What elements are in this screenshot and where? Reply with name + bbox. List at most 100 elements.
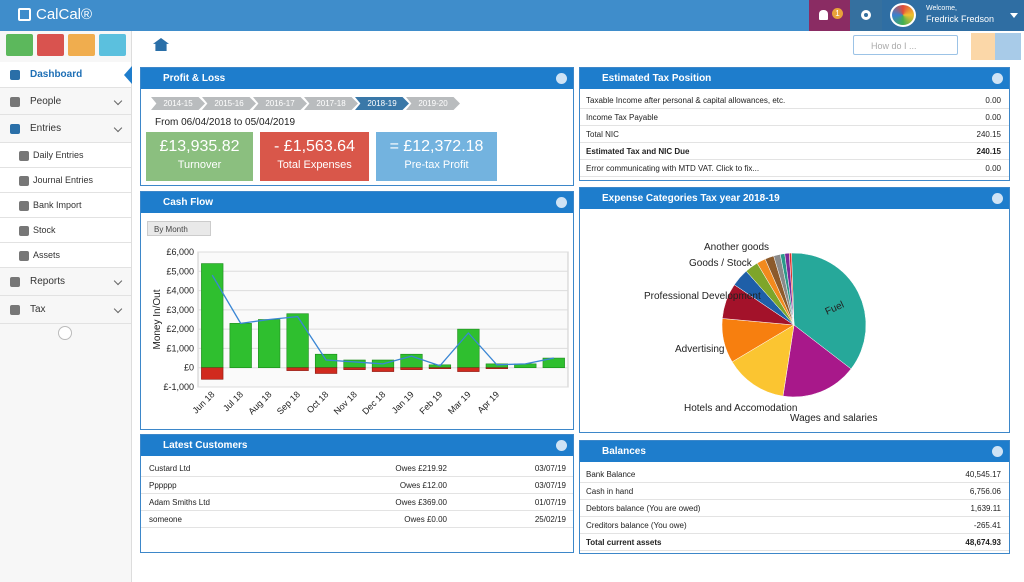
bar xyxy=(258,319,281,369)
menu-label: Journal Entries xyxy=(33,174,94,185)
panel-title: Estimated Tax Position xyxy=(602,73,712,84)
cell-label: Error communicating with MTD VAT. Click … xyxy=(586,164,760,173)
quick-button[interactable] xyxy=(6,34,33,56)
y-tick-label: £-1,000 xyxy=(163,382,194,392)
menu-item[interactable]: Tax xyxy=(0,296,131,324)
search-box[interactable]: How do I ... xyxy=(853,35,958,55)
panel-header: Balances xyxy=(580,441,1009,462)
cell-owes: Owes £369.00 xyxy=(395,498,447,507)
menu-item[interactable]: Entries xyxy=(0,115,131,143)
year-tab[interactable]: 2018-19 xyxy=(355,97,409,110)
help-icon[interactable] xyxy=(992,73,1003,84)
table-row: Debtors balance (You are owed) 1,639.11 xyxy=(580,500,1009,517)
help-icon[interactable] xyxy=(556,197,567,208)
user-menu[interactable]: Welcome, Fredrick Fredson xyxy=(882,0,1024,31)
bell-icon xyxy=(819,10,828,20)
top-bar: CalCal® 1 Welcome, Fredrick Fredson xyxy=(0,0,1024,31)
table-row: Pppppp Owes £12.00 03/07/19 xyxy=(141,477,573,494)
quick-button[interactable] xyxy=(68,34,95,56)
collapse-button[interactable] xyxy=(58,326,72,340)
menu-item[interactable]: People xyxy=(0,88,131,115)
slice-label: Professional Development xyxy=(644,291,761,302)
menu-label: Dashboard xyxy=(30,69,83,80)
help-icon[interactable] xyxy=(556,73,567,84)
sidebar: Dashboard People Entries Daily Entries Journ… xyxy=(0,31,132,582)
panel-title: Profit & Loss xyxy=(163,73,226,84)
panel-header: Latest Customers xyxy=(141,435,573,456)
gear-icon xyxy=(861,10,871,20)
balances-panel: Balances Bank Balance 40,545.17 Cash in ha… xyxy=(579,440,1010,554)
menu-item[interactable]: Reports xyxy=(0,268,131,296)
cell-value: 40,545.17 xyxy=(965,470,1001,479)
cell-owes: Owes £0.00 xyxy=(404,515,447,524)
menu-item[interactable]: Bank Import xyxy=(0,193,131,218)
brand[interactable]: CalCal® xyxy=(36,6,93,23)
bar xyxy=(457,367,480,372)
year-tab[interactable]: 2019-20 xyxy=(406,97,460,110)
chevron xyxy=(113,304,123,314)
cell-value: 0.00 xyxy=(985,113,1001,122)
table-row: Income Tax Payable 0.00 xyxy=(580,109,1009,126)
card-label: Turnover xyxy=(177,159,222,171)
cell-value: 0.00 xyxy=(985,96,1001,105)
notifications[interactable]: 1 xyxy=(809,0,850,31)
quick-button[interactable] xyxy=(99,34,126,56)
help-button[interactable] xyxy=(995,33,1021,60)
help-icon[interactable] xyxy=(992,446,1003,457)
welcome: Welcome, xyxy=(926,5,957,12)
card-value: - £1,563.64 xyxy=(274,138,355,155)
menu-item[interactable]: Dashboard xyxy=(0,62,132,88)
summary-card: - £1,563.64 Total Expenses xyxy=(260,132,369,181)
quick-button[interactable] xyxy=(37,34,64,56)
bar xyxy=(286,367,309,371)
cell-value: 1,639.11 xyxy=(970,504,1001,513)
slice-label: Wages and salaries xyxy=(790,413,877,424)
cell-date: 25/02/19 xyxy=(534,515,566,524)
summary-card: = £12,372.18 Pre-tax Profit xyxy=(376,132,497,181)
help-icon[interactable] xyxy=(992,193,1003,204)
card-value: £13,935.82 xyxy=(159,138,240,155)
year-tab[interactable]: 2017-18 xyxy=(304,97,358,110)
y-tick-label: £3,000 xyxy=(166,305,194,315)
y-axis-label: Money In/Out xyxy=(152,289,163,349)
menu-icon xyxy=(19,225,29,236)
bar xyxy=(314,367,338,374)
home-icon[interactable] xyxy=(153,38,169,51)
settings-button[interactable] xyxy=(850,0,882,31)
cell-label: Taxable Income after personal & capital … xyxy=(586,96,786,105)
table-row: Error communicating with MTD VAT. Click … xyxy=(580,160,1009,177)
bar xyxy=(343,367,366,370)
panel-title: Latest Customers xyxy=(163,440,248,451)
logo-icon xyxy=(18,8,31,21)
year-tab[interactable]: 2016-17 xyxy=(253,97,307,110)
bar xyxy=(400,367,423,370)
menu-icon xyxy=(19,250,29,261)
cell-value: 48,674.93 xyxy=(965,538,1001,547)
menu-item[interactable]: Daily Entries xyxy=(0,143,131,168)
table-row: Taxable Income after personal & capital … xyxy=(580,92,1009,109)
summary-card: £13,935.82 Turnover xyxy=(146,132,253,181)
menu-item[interactable]: Assets xyxy=(0,243,131,268)
x-tick-label: Sep 18 xyxy=(275,389,302,416)
table-row: Cash in hand 6,756.06 xyxy=(580,483,1009,500)
menu-item[interactable]: Stock xyxy=(0,218,131,243)
year-tab[interactable]: 2014-15 xyxy=(151,97,205,110)
year-tab[interactable]: 2015-16 xyxy=(202,97,256,110)
chat-button[interactable] xyxy=(971,33,995,60)
menu-label: People xyxy=(30,95,62,107)
x-tick-label: Apr 19 xyxy=(475,389,501,415)
active-marker xyxy=(124,66,132,84)
x-tick-label: Dec 18 xyxy=(360,389,387,416)
panel-title: Cash Flow xyxy=(163,197,214,208)
y-tick-label: £5,000 xyxy=(166,266,194,276)
period-dropdown[interactable]: By Month xyxy=(147,221,211,236)
menu-item[interactable]: Journal Entries xyxy=(0,168,131,193)
help-icon[interactable] xyxy=(556,440,567,451)
bar xyxy=(201,263,224,369)
cell-label: Total NIC xyxy=(586,130,619,139)
cell-date: 03/07/19 xyxy=(534,464,566,473)
cell-label: Creditors balance (You owe) xyxy=(586,521,687,530)
card-label: Pre-tax Profit xyxy=(404,159,469,171)
